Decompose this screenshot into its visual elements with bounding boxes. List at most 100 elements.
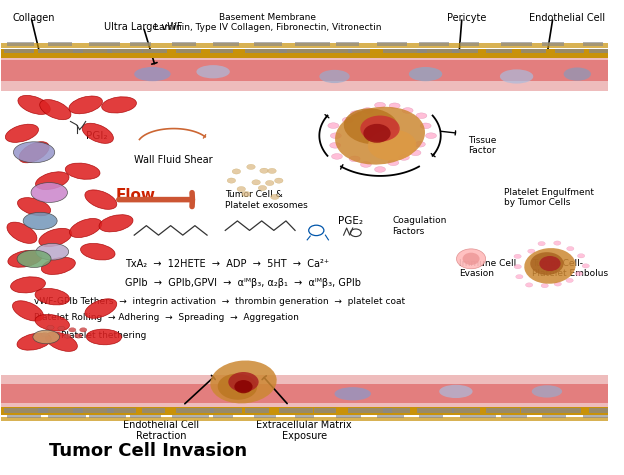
- Ellipse shape: [66, 163, 100, 180]
- Bar: [38, 48, 82, 53]
- Ellipse shape: [80, 243, 115, 260]
- Ellipse shape: [414, 142, 426, 147]
- Ellipse shape: [85, 190, 117, 209]
- Bar: [460, 415, 495, 418]
- Ellipse shape: [563, 67, 591, 81]
- Bar: [245, 408, 269, 413]
- Ellipse shape: [242, 191, 250, 197]
- Text: TxA₂  →  12HETE  →  ADP  →  5HT  →  Ca²⁺: TxA₂ → 12HETE → ADP → 5HT → Ca²⁺: [125, 259, 329, 269]
- Ellipse shape: [524, 248, 576, 284]
- Ellipse shape: [334, 387, 371, 400]
- Text: Flow: Flow: [116, 188, 156, 203]
- Bar: [520, 408, 555, 413]
- Text: Wall Fluid Shear: Wall Fluid Shear: [134, 155, 213, 165]
- Ellipse shape: [258, 185, 266, 190]
- Ellipse shape: [567, 247, 574, 251]
- Bar: [417, 408, 454, 413]
- Ellipse shape: [235, 380, 253, 393]
- Bar: [295, 415, 314, 418]
- Ellipse shape: [265, 180, 274, 186]
- Ellipse shape: [271, 194, 279, 199]
- Ellipse shape: [218, 374, 257, 400]
- Bar: [142, 408, 165, 413]
- Ellipse shape: [11, 277, 46, 293]
- Ellipse shape: [17, 198, 51, 216]
- Bar: [486, 408, 520, 413]
- Text: PGI₂: PGI₂: [85, 131, 107, 141]
- Ellipse shape: [23, 212, 57, 229]
- Bar: [1, 55, 608, 91]
- Ellipse shape: [17, 250, 51, 267]
- Bar: [280, 408, 313, 413]
- Ellipse shape: [252, 180, 260, 185]
- Text: vWF-GPIb Tethers  →  integrin activation  →  thrombin generation  →  platelet co: vWF-GPIb Tethers → integrin activation →…: [34, 297, 405, 306]
- Ellipse shape: [64, 334, 71, 338]
- Bar: [590, 48, 623, 53]
- Ellipse shape: [210, 361, 276, 403]
- Bar: [378, 415, 404, 418]
- Bar: [1, 86, 608, 380]
- Ellipse shape: [85, 299, 117, 318]
- Bar: [172, 415, 209, 418]
- Ellipse shape: [335, 107, 425, 165]
- Ellipse shape: [6, 124, 39, 142]
- Ellipse shape: [35, 314, 69, 331]
- Ellipse shape: [554, 282, 562, 286]
- Ellipse shape: [260, 168, 268, 173]
- Text: Collagen: Collagen: [13, 12, 56, 22]
- Bar: [7, 415, 41, 418]
- Bar: [1, 60, 608, 81]
- Text: Tumor Cell Invasion: Tumor Cell Invasion: [49, 442, 247, 460]
- Ellipse shape: [232, 169, 241, 174]
- Ellipse shape: [41, 332, 49, 337]
- Bar: [89, 42, 120, 46]
- Text: Coagulation
Factors: Coagulation Factors: [392, 216, 447, 236]
- Bar: [348, 48, 370, 53]
- Ellipse shape: [402, 108, 413, 114]
- Bar: [4, 48, 34, 53]
- Ellipse shape: [343, 117, 353, 123]
- Bar: [1, 407, 608, 415]
- Bar: [1, 375, 608, 408]
- Text: Ultra Large vWF: Ultra Large vWF: [104, 22, 182, 32]
- Ellipse shape: [416, 113, 427, 119]
- Bar: [280, 48, 315, 53]
- Ellipse shape: [41, 257, 76, 275]
- Ellipse shape: [46, 332, 77, 352]
- Ellipse shape: [539, 256, 560, 271]
- Ellipse shape: [69, 328, 76, 332]
- Ellipse shape: [368, 130, 416, 161]
- Bar: [89, 415, 126, 418]
- Ellipse shape: [33, 330, 59, 344]
- Ellipse shape: [14, 142, 55, 163]
- Ellipse shape: [462, 253, 480, 265]
- Ellipse shape: [363, 108, 373, 114]
- Bar: [4, 408, 48, 413]
- Bar: [383, 48, 427, 53]
- Ellipse shape: [389, 103, 400, 109]
- Ellipse shape: [47, 325, 54, 330]
- Ellipse shape: [228, 372, 258, 392]
- Bar: [378, 42, 407, 46]
- Bar: [452, 48, 478, 53]
- Bar: [210, 48, 233, 53]
- Ellipse shape: [331, 153, 343, 159]
- Text: Platelet Engulfment
by Tumor Cells: Platelet Engulfment by Tumor Cells: [504, 188, 595, 207]
- Bar: [590, 408, 624, 413]
- Ellipse shape: [439, 385, 472, 398]
- Ellipse shape: [31, 182, 67, 202]
- Bar: [501, 42, 532, 46]
- Bar: [1, 384, 608, 403]
- Bar: [501, 415, 527, 418]
- Ellipse shape: [19, 142, 49, 163]
- Ellipse shape: [553, 241, 561, 245]
- Bar: [336, 415, 361, 418]
- Ellipse shape: [237, 187, 245, 192]
- Ellipse shape: [134, 67, 170, 81]
- Text: Pericyte: Pericyte: [447, 12, 486, 22]
- Bar: [72, 48, 112, 53]
- Ellipse shape: [319, 70, 349, 83]
- Ellipse shape: [525, 283, 533, 287]
- Text: Platelet thethering: Platelet thethering: [61, 331, 147, 340]
- Ellipse shape: [577, 254, 585, 258]
